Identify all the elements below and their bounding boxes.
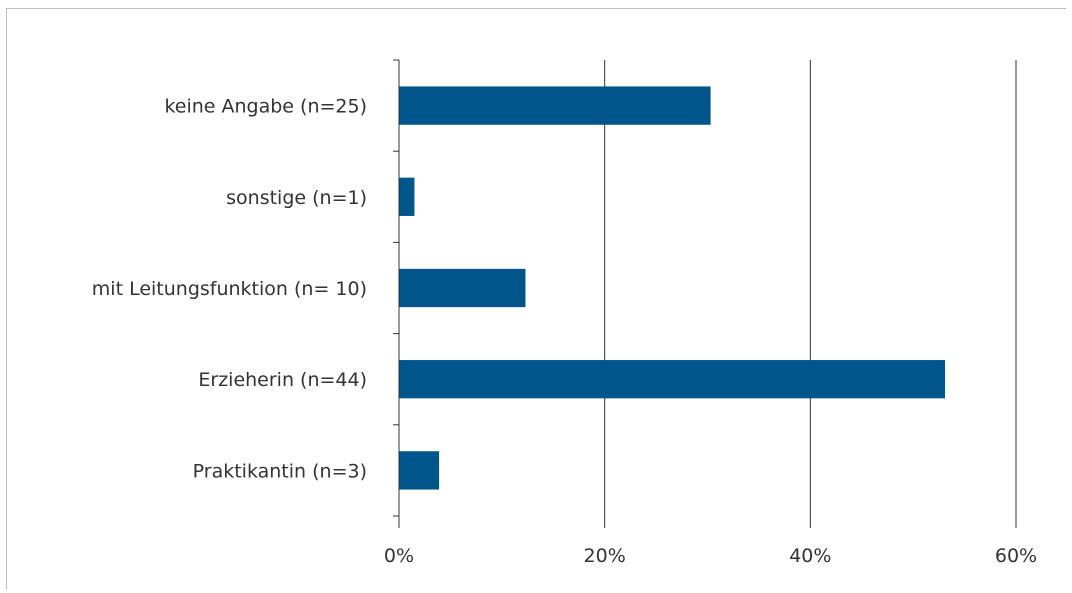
bar [399, 451, 440, 490]
category-labels: keine Angabe (n=25) sonstige (n=1) mit Lei… [92, 96, 367, 483]
x-tick-label: 20% [584, 545, 626, 567]
category-label: mit Leitungsfunktion (n= 10) [92, 278, 367, 300]
x-tick-label: 60% [995, 545, 1037, 567]
bar [399, 268, 526, 308]
x-tick-labels: 0% 20% 40% 60% [384, 545, 1037, 567]
category-label: keine Angabe (n=25) [164, 96, 367, 118]
chart-frame [6, 8, 1066, 590]
gridlines [604, 60, 1017, 528]
y-axis [393, 59, 400, 528]
x-tick-label: 40% [789, 545, 831, 567]
x-tick-label: 0% [384, 545, 414, 567]
category-label: Praktikantin (n=3) [193, 460, 367, 482]
category-label: sonstige (n=1) [226, 187, 367, 209]
bar [399, 360, 946, 399]
bars [399, 86, 946, 490]
bar [399, 86, 711, 125]
category-label: Erzieherin (n=44) [198, 369, 367, 391]
bar [399, 177, 415, 216]
